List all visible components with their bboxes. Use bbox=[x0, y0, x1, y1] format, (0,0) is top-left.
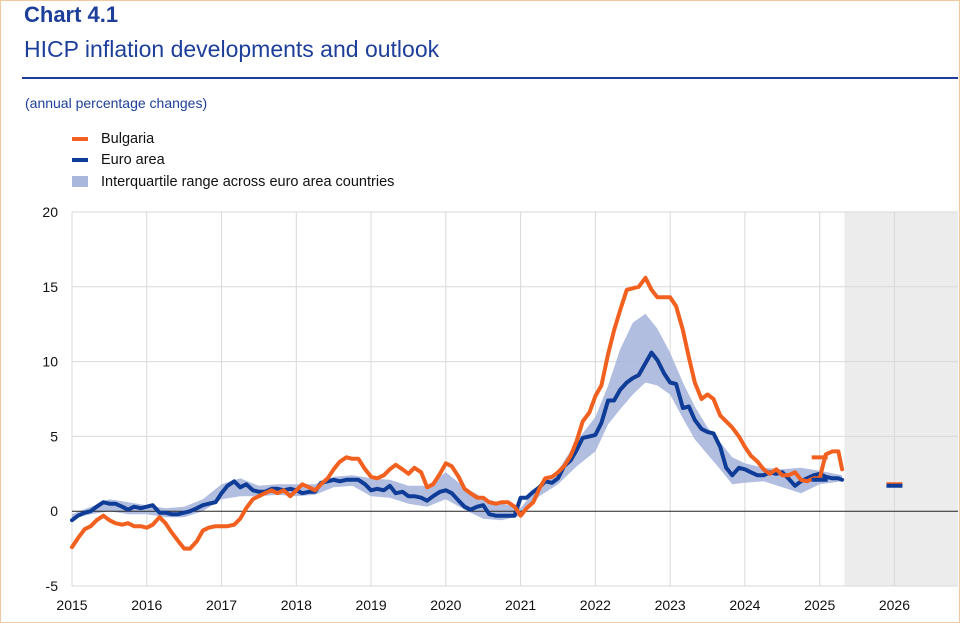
series-line-euro-area bbox=[70, 350, 845, 523]
projection-shaded-area bbox=[844, 212, 958, 586]
x-tick-label-2020: 2020 bbox=[430, 597, 461, 613]
legend-label-euro-area: Euro area bbox=[101, 152, 165, 169]
legend: Bulgaria Euro area Interquartile range a… bbox=[72, 128, 394, 193]
chart-title: HICP inflation developments and outlook bbox=[24, 36, 440, 62]
x-tick-label-2017: 2017 bbox=[206, 597, 237, 613]
legend-item-euro-area: Euro area bbox=[72, 150, 394, 172]
title-rule bbox=[22, 77, 958, 79]
x-tick-label-2026: 2026 bbox=[879, 597, 910, 613]
interquartile-band bbox=[72, 313, 843, 521]
legend-swatch-interquartile bbox=[72, 176, 88, 188]
x-tick-label-2025: 2025 bbox=[804, 597, 835, 613]
x-tick-label-2021: 2021 bbox=[505, 597, 536, 613]
x-tick-label-2022: 2022 bbox=[580, 597, 611, 613]
legend-swatch-bulgaria bbox=[72, 136, 88, 141]
chart-subtitle: (annual percentage changes) bbox=[25, 95, 208, 111]
chart-number: Chart 4.1 bbox=[24, 2, 119, 27]
x-tick-label-2023: 2023 bbox=[655, 597, 686, 613]
y-tick-label--5: -5 bbox=[46, 578, 59, 594]
legend-label-interquartile: Interquartile range across euro area cou… bbox=[101, 173, 395, 190]
x-tick-label-2024: 2024 bbox=[729, 597, 760, 613]
y-tick-label-5: 5 bbox=[50, 428, 58, 444]
y-tick-label-0: 0 bbox=[50, 503, 58, 519]
x-tick-label-2019: 2019 bbox=[355, 597, 386, 613]
legend-item-bulgaria: Bulgaria bbox=[72, 128, 394, 150]
x-tick-label-2018: 2018 bbox=[281, 597, 312, 613]
series-line-bulgaria bbox=[70, 275, 845, 551]
legend-swatch-euro-area bbox=[72, 158, 88, 163]
legend-label-bulgaria: Bulgaria bbox=[101, 130, 155, 147]
x-tick-label-2016: 2016 bbox=[131, 597, 162, 613]
legend-item-interquartile: Interquartile range across euro area cou… bbox=[72, 171, 394, 193]
y-tick-label-10: 10 bbox=[42, 354, 58, 370]
y-tick-label-20: 20 bbox=[42, 204, 58, 220]
y-tick-label-15: 15 bbox=[42, 279, 58, 295]
x-tick-label-2015: 2015 bbox=[56, 597, 87, 613]
